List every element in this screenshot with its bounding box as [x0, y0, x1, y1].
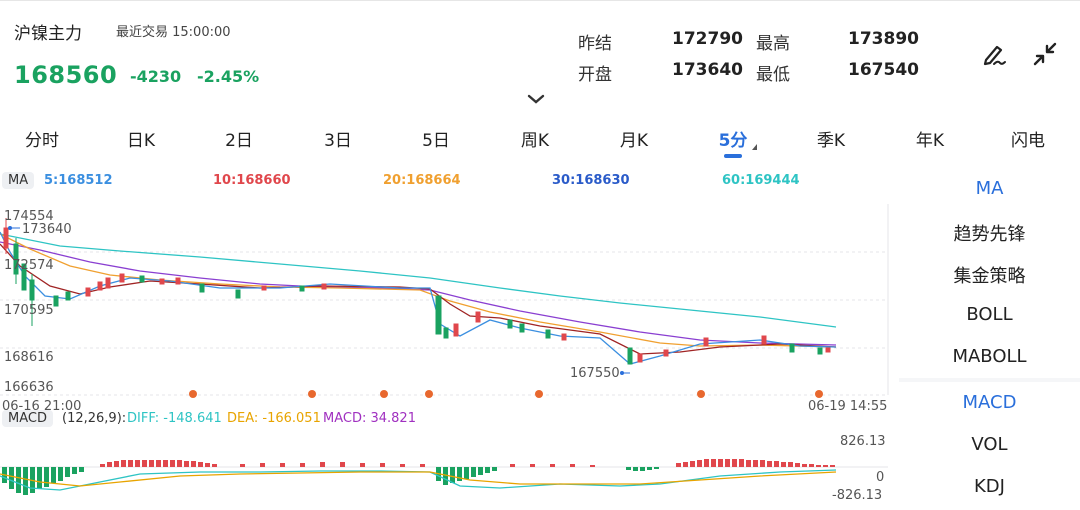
tab-5min[interactable]: 5分 [718, 131, 748, 151]
indicator-boll[interactable]: BOLL [966, 304, 1013, 325]
price-label-open: 173640 [22, 222, 72, 237]
sub-indicator-panel: MACD VOL KDJ [899, 382, 1080, 510]
quote-header: 沪镍主力 最近交易 15:00:00 168560 -4230 -2.45% 昨… [0, 0, 1080, 118]
chart-grid [0, 251, 888, 396]
ma-legend: MA 5:168512 10:168660 20:168664 30:16863… [0, 170, 895, 192]
tab-yearly[interactable]: 年K [915, 131, 945, 151]
price-label-low: 166636 [4, 380, 54, 395]
ma60-line [0, 233, 837, 328]
ma20-value: 20:168664 [383, 173, 461, 188]
indicator-gold-strategy[interactable]: 集金策略 [953, 266, 1026, 287]
indicator-maboll[interactable]: MABOLL [952, 346, 1027, 367]
macd-dea: DEA: -166.051 [227, 411, 321, 426]
ma10-value: 10:168660 [213, 173, 291, 188]
svg-text:0: 0 [876, 470, 884, 485]
end-time-label: 06-19 14:55 [808, 399, 887, 414]
svg-text:826.13: 826.13 [840, 434, 886, 449]
ma5-value: 5:168512 [44, 173, 113, 188]
stat-low-value: 167540 [848, 60, 919, 80]
stat-prev-settle-label: 昨结 [578, 34, 612, 54]
macd-dea-line [0, 471, 837, 487]
ma30-line [0, 241, 837, 346]
instrument-title: 沪镍主力 [14, 24, 82, 44]
price-axis: 174554 173640 172574 170595 168616 16663… [2, 209, 887, 414]
low-price-marker: 167550 [570, 366, 620, 381]
indicator-trend-pioneer[interactable]: 趋势先锋 [953, 224, 1026, 245]
stat-low-label: 最低 [756, 65, 790, 85]
ma10-line [0, 243, 837, 355]
stat-high-value: 173890 [848, 29, 919, 49]
active-tab-underline [724, 154, 742, 158]
period-tabs: 分时 日K 2日 3日 5日 周K 月K 5分 季K 年K 闪电 [0, 118, 1080, 166]
macd-params: (12,26,9): [62, 411, 127, 426]
kline-chart[interactable]: 174554 173640 172574 170595 168616 16663… [0, 192, 895, 510]
tab-dropdown-icon[interactable] [752, 144, 757, 150]
price-label-high: 174554 [4, 209, 54, 224]
last-trade-time: 最近交易 15:00:00 [116, 25, 231, 40]
macd-chart[interactable]: 826.13 0 -826.13 [0, 430, 895, 510]
macd-tag[interactable]: MACD [2, 410, 53, 427]
indicator-ma[interactable]: MA [975, 178, 1004, 199]
price-label-2: 172574 [4, 258, 54, 273]
tab-daily[interactable]: 日K [126, 131, 156, 151]
price-label-4: 168616 [4, 350, 54, 365]
ma60-value: 60:169444 [722, 173, 800, 188]
svg-text:-826.13: -826.13 [832, 488, 882, 503]
last-price: 168560 [14, 61, 118, 89]
stat-high-label: 最高 [756, 34, 790, 54]
tab-flash[interactable]: 闪电 [1011, 131, 1045, 151]
tab-5day[interactable]: 5日 [422, 131, 450, 151]
indicator-vol[interactable]: VOL [971, 434, 1008, 455]
macd-value: MACD: 34.821 [323, 411, 416, 426]
chevron-down-icon[interactable] [527, 89, 545, 104]
tab-3day[interactable]: 3日 [324, 131, 352, 151]
tab-quarterly[interactable]: 季K [816, 131, 846, 151]
macd-legend: MACD (12,26,9): DIFF: -148.641 DEA: -166… [0, 408, 895, 430]
signal-dots [189, 390, 823, 398]
stat-open-value: 173640 [672, 60, 743, 80]
ma30-value: 30:168630 [552, 173, 630, 188]
tab-weekly[interactable]: 周K [520, 131, 550, 151]
ma-tag[interactable]: MA [2, 172, 35, 189]
tab-2day[interactable]: 2日 [225, 131, 253, 151]
pen-icon[interactable] [977, 37, 1011, 71]
main-indicator-panel: MA 趋势先锋 集金策略 BOLL MABOLL [899, 168, 1080, 378]
candlesticks [3, 218, 831, 365]
stat-prev-settle-value: 172790 [672, 29, 743, 49]
price-change: -4230 [130, 67, 182, 86]
collapse-arrows-icon[interactable] [1028, 37, 1062, 71]
stat-open-label: 开盘 [578, 65, 612, 85]
price-label-3: 170595 [4, 303, 54, 318]
ma20-line [0, 233, 837, 348]
price-change-pct: -2.45% [197, 67, 260, 86]
tab-monthly[interactable]: 月K [619, 131, 649, 151]
indicator-macd[interactable]: MACD [962, 392, 1017, 413]
macd-diff: DIFF: -148.641 [127, 411, 222, 426]
tab-intraday[interactable]: 分时 [25, 131, 59, 151]
macd-diff-line [0, 469, 837, 491]
indicator-kdj[interactable]: KDJ [974, 476, 1005, 497]
macd-axis: 826.13 0 -826.13 [832, 434, 886, 503]
